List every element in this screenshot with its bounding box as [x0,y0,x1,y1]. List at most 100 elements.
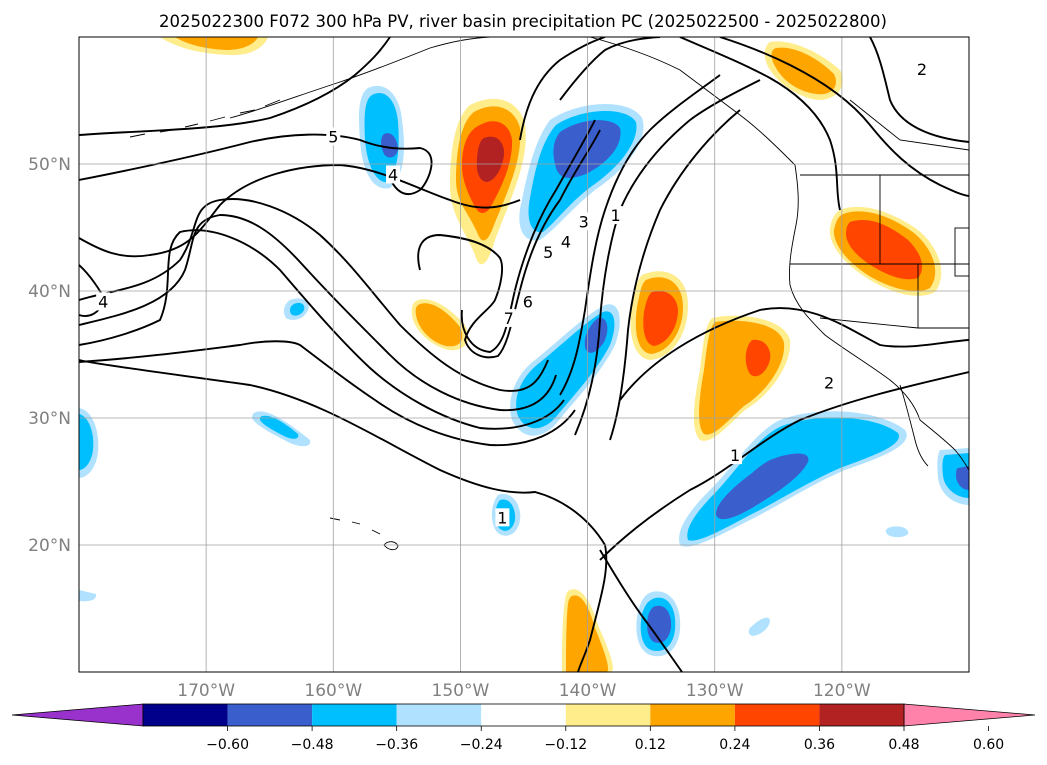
pv-contour-2-north [869,37,969,143]
contour-label: 2 [824,374,834,393]
pv-contour-loop-3 [79,229,565,430]
contour-label: 5 [543,243,553,262]
contour-label-bg [495,508,510,527]
contour-label-bg [96,292,111,311]
border-box [954,227,969,277]
contour-label-bg [576,212,591,231]
pv-contour-ridge-3 [679,37,841,211]
colorbar-segment [396,704,482,726]
lat-tick-label: 40°N [28,282,71,302]
hawaii-islands [329,517,399,551]
colorbar-segment [312,704,397,726]
longitude-labels: 170°W 160°W 150°W 140°W 130°W 120°W [177,681,871,701]
colorbar-segment [819,704,904,726]
pv-contour-1-south-east [599,371,969,561]
negative-anomaly-gulf-alaska-core [364,93,399,183]
alaska-panhandle [589,37,796,166]
negative-anomaly-mexico-3 [956,466,969,490]
negative-anomaly-south-east-3 [716,453,809,520]
positive-anomaly-north-central-4 [476,136,505,182]
contour-label: 7 [504,309,514,328]
negative-anomaly-gulf-alaska-max [381,133,398,158]
pv-contour-loop-4 [79,340,576,447]
state-borders [790,99,969,329]
pv-contour-ridge-2 [559,37,661,101]
contour-label: 5 [328,127,338,146]
colorbar-tick-label: 0.48 [888,737,919,753]
colorbar-tick-label: 0.36 [804,737,835,753]
positive-anomaly-east-3 [745,339,771,377]
negative-anomaly-spot-4 [885,526,909,538]
pv-contour-2-south-east [619,307,969,401]
colorbar-segment [143,704,228,726]
lon-tick-label: 120°W [813,681,871,701]
pv-contour-5 [79,37,391,136]
map-frame [78,36,970,673]
colorbar-segment [650,704,735,726]
contour-label-bg [728,446,743,465]
colorbar-tick-label: −0.36 [375,737,418,753]
negative-anomaly-west-edge-2 [79,414,94,470]
colorbar-segment [227,704,313,726]
west-coast [789,164,921,421]
contour-label-bg [541,242,556,261]
negative-anomaly-spot-1b [290,302,305,316]
lat-tick-label: 20°N [28,536,71,556]
lat-tick-label: 30°N [28,409,71,429]
contour-label-bg [386,165,401,184]
coastlines [129,37,969,551]
pv-contour-1-b [609,109,741,441]
colorbar-frame [142,703,905,727]
lon-tick-label: 160°W [304,681,362,701]
colorbar-segment [734,704,820,726]
colorbar-tick-label: 0.24 [719,737,750,753]
lon-tick-label: 130°W [686,681,744,701]
lon-tick-label: 170°W [177,681,235,701]
positive-anomaly-central-3 [643,290,678,346]
lon-tick-label: 150°W [432,681,490,701]
lon-tick-label: 140°W [559,681,617,701]
negative-anomaly-spot-5 [748,617,770,636]
pv-contour-loop-1 [79,198,549,392]
contour-label-bg [914,60,929,79]
contour-label-bg [822,373,837,392]
positive-anomaly-small-west-2 [415,303,463,347]
contour-label: 6 [523,292,533,311]
colorbar-tick-label: 0.60 [973,737,1004,753]
colorbar-tick-label: −0.12 [544,737,587,753]
colorbar-min-extend [11,703,144,727]
mexico-coast [919,419,969,471]
contour-label: 1 [610,206,620,225]
colorbar-segment [481,704,566,726]
lat-tick-label: 50°N [28,155,71,175]
pv-contour-ridge-4 [719,37,969,197]
colorbar-tick-label: −0.60 [206,737,249,753]
negative-anomaly-spot-3 [79,590,97,602]
colorbar-tick-label: −0.24 [460,737,503,753]
latitude-labels: 50°N 40°N 30°N 20°N [28,155,71,556]
alaska-coast [229,37,491,119]
positive-anomaly-top-2 [175,37,258,50]
negative-anomaly-spot-2b [260,415,299,439]
baja-coast [899,384,929,467]
contour-label: 4 [561,233,571,252]
colorbar-max-extend [903,703,1036,727]
colorbar-tick-label: −0.48 [291,737,334,753]
contour-label-bg [608,206,623,225]
colorbar: −0.60 −0.48 −0.36 −0.24 −0.12 0.12 0.24 0.36 0.4… [11,703,1036,753]
negative-anomaly-south-3 [647,605,672,643]
pv-contour-trough-6 [417,129,601,359]
pv-contour-1-south-west [79,359,608,672]
pv-contour-1-south-2 [599,549,683,672]
contour-label-bg [501,308,516,327]
pv-contour-4-outer [79,164,521,258]
contour-label: 4 [98,292,108,311]
contour-label: 3 [579,212,589,231]
colorbar-segment [565,704,651,726]
pv-contour-3 [559,74,721,396]
colorbar-tick-label: 0.12 [635,737,666,753]
contour-label: 4 [388,165,398,184]
contour-label: 1 [497,508,507,527]
